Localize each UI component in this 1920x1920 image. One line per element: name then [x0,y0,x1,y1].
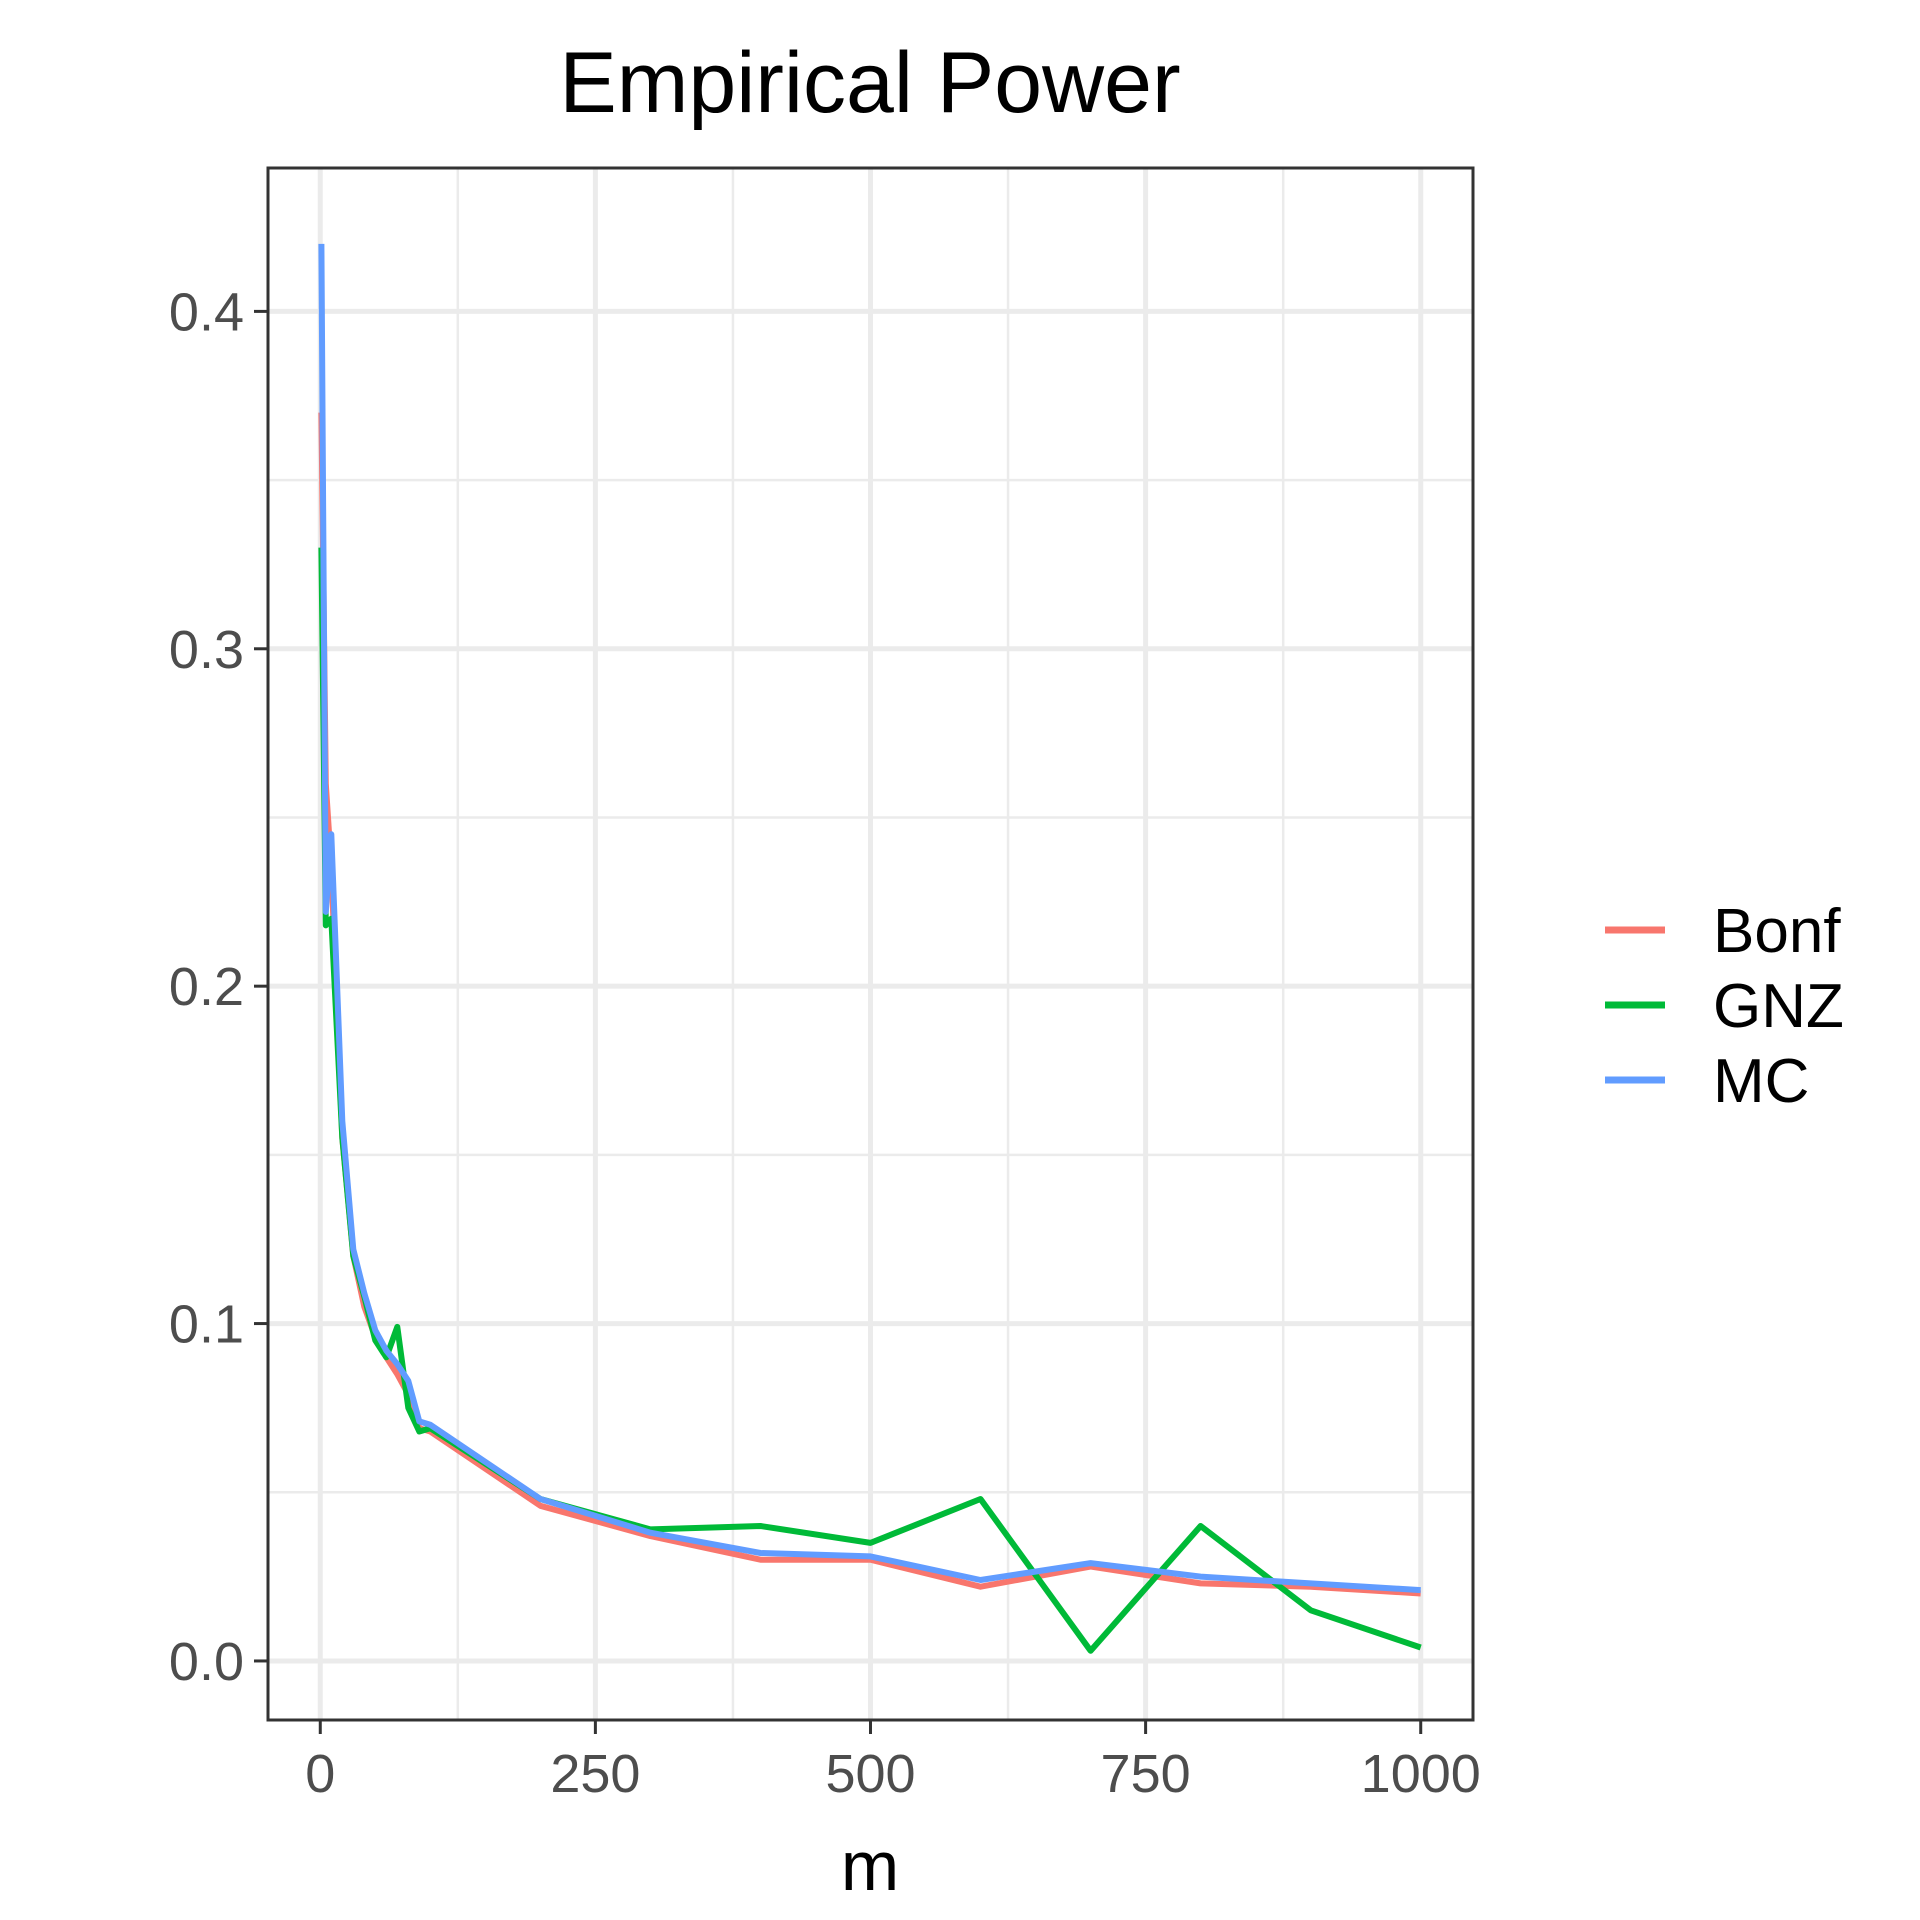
x-axis-label: m [841,1827,899,1905]
legend-label-gnz: GNZ [1713,972,1844,1041]
y-axis: 0.0 0.1 0.2 0.3 0.4 [169,282,268,1692]
legend-label-bonf: Bonf [1713,897,1841,966]
series-line-mc [318,243,1421,1594]
x-axis: 0 250 500 750 1000 [305,1720,1481,1804]
y-tick-label: 0.2 [169,957,244,1017]
y-tick-label: 0.0 [169,1632,244,1692]
x-tick-label: 750 [1101,1744,1191,1804]
x-tick-label: 1000 [1361,1744,1481,1804]
chart-title: Empirical Power [559,35,1180,131]
x-tick-label: 0 [305,1744,335,1804]
x-tick-label: 500 [825,1744,915,1804]
y-tick-label: 0.1 [169,1295,244,1355]
legend-label-mc: MC [1713,1047,1809,1116]
series-lines [318,243,1422,1654]
y-tick-label: 0.4 [169,282,244,342]
x-tick-label: 250 [550,1744,640,1804]
y-tick-label: 0.3 [169,620,244,680]
